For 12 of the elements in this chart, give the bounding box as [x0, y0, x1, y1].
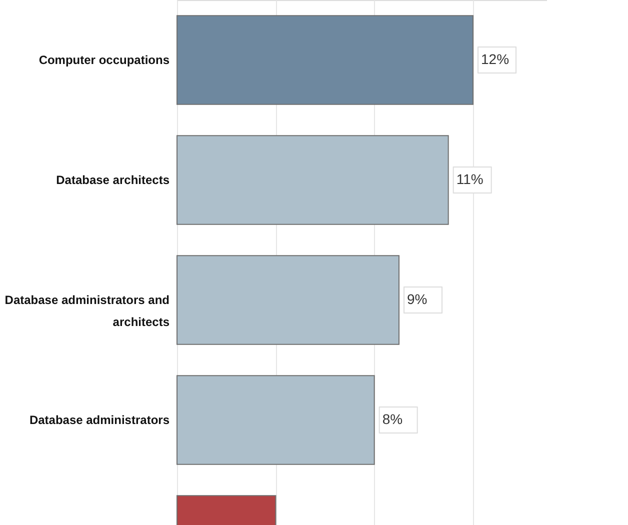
data-label: 9%	[407, 291, 428, 307]
data-label: 8%	[382, 411, 403, 427]
y-tick-label: Computer occupations	[38, 53, 170, 67]
data-label: 11%	[456, 171, 484, 187]
y-tick-label: Database administrators	[29, 413, 170, 427]
bar	[176, 135, 449, 225]
bar	[176, 375, 375, 465]
bar	[176, 15, 474, 105]
y-tick-label: Database administrators and architects	[4, 293, 170, 329]
y-tick-label: Database architects	[56, 173, 170, 187]
data-label: 12%	[481, 51, 510, 67]
bar	[176, 255, 400, 345]
